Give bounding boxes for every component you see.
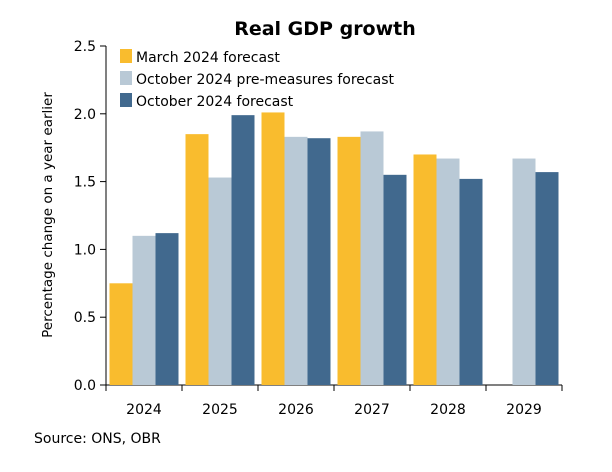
bar bbox=[535, 172, 559, 385]
plot-area: 0.0 0.5 1.0 1.5 2.0 2.5 2024 2025 2026 2027 2028 20… bbox=[74, 39, 563, 418]
y-tick-label: 2.0 bbox=[74, 107, 96, 123]
bar bbox=[284, 136, 308, 385]
y-tick-label: 1.0 bbox=[74, 242, 96, 258]
x-tick-label: 2028 bbox=[430, 402, 466, 418]
y-tick-label: 0.5 bbox=[74, 310, 96, 326]
legend-swatch bbox=[120, 49, 132, 63]
bar bbox=[231, 115, 255, 385]
x-tick-label: 2024 bbox=[126, 402, 162, 418]
bar bbox=[337, 136, 361, 385]
bar bbox=[436, 158, 460, 385]
bar bbox=[109, 283, 133, 385]
legend-label: October 2024 pre-measures forecast bbox=[136, 72, 394, 88]
legend-label: March 2024 forecast bbox=[136, 50, 280, 66]
y-axis-label: Percentage change on a year earlier bbox=[40, 92, 56, 338]
legend: March 2024 forecast October 2024 pre-meas… bbox=[120, 49, 394, 110]
bar bbox=[383, 174, 407, 385]
x-tick-label: 2025 bbox=[202, 402, 238, 418]
bar bbox=[261, 112, 285, 385]
bar bbox=[185, 134, 209, 385]
bar bbox=[413, 154, 437, 385]
bar bbox=[208, 177, 232, 385]
bar bbox=[512, 158, 536, 385]
y-tick-label: 2.5 bbox=[74, 39, 96, 55]
legend-swatch bbox=[120, 71, 132, 85]
bar bbox=[155, 233, 179, 385]
x-tick-label: 2027 bbox=[354, 402, 390, 418]
chart-title: Real GDP growth bbox=[234, 18, 416, 40]
source-note: Source: ONS, OBR bbox=[34, 431, 161, 447]
legend-swatch bbox=[120, 93, 132, 107]
y-tick-label: 1.5 bbox=[74, 175, 96, 191]
legend-label: October 2024 forecast bbox=[136, 94, 294, 110]
bar bbox=[459, 178, 483, 385]
y-tick-label: 0.0 bbox=[74, 378, 96, 394]
bar bbox=[132, 235, 156, 385]
x-tick-label: 2029 bbox=[506, 402, 542, 418]
x-tick-label: 2026 bbox=[278, 402, 314, 418]
bar bbox=[307, 138, 331, 385]
bar bbox=[360, 131, 384, 385]
